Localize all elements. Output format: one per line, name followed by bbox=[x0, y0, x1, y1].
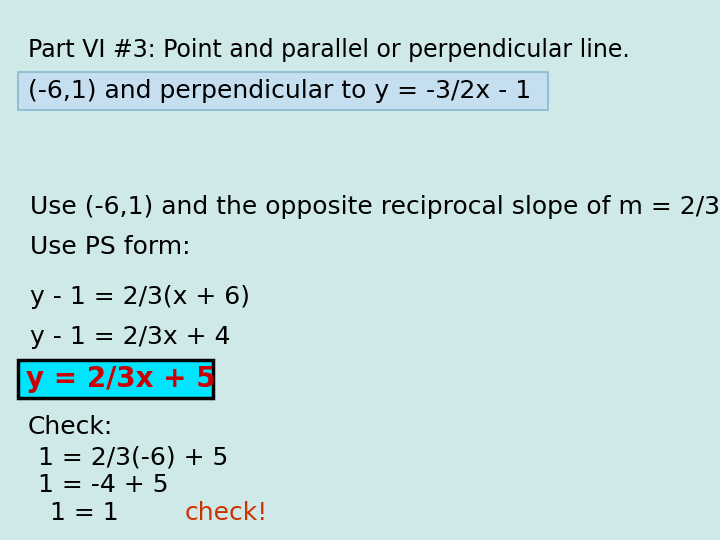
Text: y = 2/3x + 5: y = 2/3x + 5 bbox=[26, 365, 215, 393]
Text: (-6,1) and perpendicular to y = -3/2x - 1: (-6,1) and perpendicular to y = -3/2x - … bbox=[28, 79, 531, 103]
Text: check!: check! bbox=[185, 501, 269, 525]
Text: y - 1 = 2/3(x + 6): y - 1 = 2/3(x + 6) bbox=[30, 285, 250, 309]
Text: Check:: Check: bbox=[28, 415, 113, 439]
Text: y - 1 = 2/3x + 4: y - 1 = 2/3x + 4 bbox=[30, 325, 230, 349]
Text: Part VI #3: Point and parallel or perpendicular line.: Part VI #3: Point and parallel or perpen… bbox=[28, 38, 630, 62]
Bar bbox=[18, 360, 213, 398]
Text: Use (-6,1) and the opposite reciprocal slope of m = 2/3: Use (-6,1) and the opposite reciprocal s… bbox=[30, 195, 720, 219]
Text: 1 = -4 + 5: 1 = -4 + 5 bbox=[38, 473, 168, 497]
Text: 1 = 2/3(-6) + 5: 1 = 2/3(-6) + 5 bbox=[38, 445, 228, 469]
Text: Use PS form:: Use PS form: bbox=[30, 235, 191, 259]
Text: 1 = 1: 1 = 1 bbox=[50, 501, 119, 525]
Bar bbox=[18, 72, 548, 110]
